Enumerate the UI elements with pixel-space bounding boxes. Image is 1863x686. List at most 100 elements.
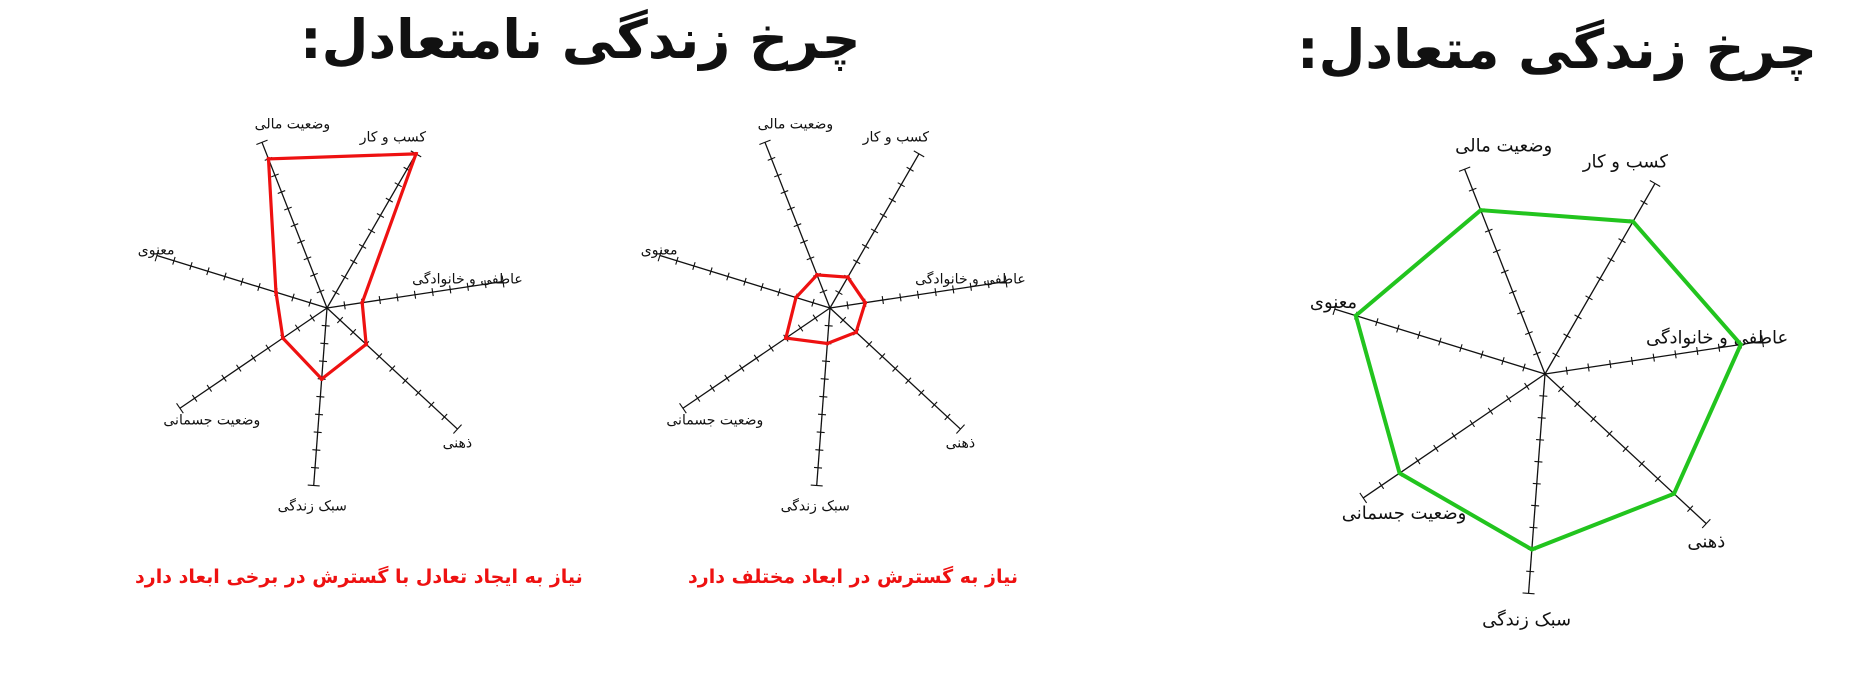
- axis-label-5: معنوی: [1310, 292, 1357, 313]
- axis-label-4: وضعیت جسمانی: [163, 412, 260, 428]
- value-point: [364, 342, 368, 346]
- axis-label-1: عاطفی و خانوادگی: [915, 270, 1026, 287]
- value-point: [1354, 314, 1358, 318]
- axis-tick: [817, 432, 825, 433]
- axis-label-3: سبک زندگی: [1482, 609, 1571, 631]
- value-point: [274, 290, 278, 294]
- axis-tick: [432, 288, 433, 296]
- axis-tick: [1538, 418, 1546, 419]
- axis-tick: [1416, 457, 1421, 464]
- value-point: [1479, 208, 1483, 212]
- radar-chart-left: کسب و کار عاطفی و خانوادگی ذهنی سبک زندگی وض…: [138, 117, 523, 515]
- axis-label-5: معنوی: [138, 243, 175, 259]
- axis-tick: [1452, 433, 1457, 440]
- axis-label-2: ذهنی: [1687, 532, 1725, 553]
- axis-tick: [1523, 593, 1535, 594]
- axis-tick: [350, 260, 357, 264]
- axis-tick: [847, 301, 848, 309]
- axis-tick: [1619, 239, 1626, 243]
- value-point: [281, 336, 285, 340]
- axis-tick: [1379, 482, 1384, 489]
- value-point: [784, 336, 788, 340]
- axis-tick: [935, 288, 936, 296]
- axis-tick: [725, 375, 730, 382]
- axis-tick: [207, 385, 212, 392]
- value-point: [825, 342, 829, 346]
- axis-tick: [319, 361, 327, 362]
- axis-tick: [814, 467, 822, 468]
- axis-tick: [815, 450, 823, 451]
- axis-tick: [316, 396, 324, 397]
- axis-label-0: کسب و کار: [862, 129, 930, 145]
- axis-tick: [1597, 277, 1604, 281]
- axis-tick: [1470, 420, 1475, 427]
- axis-tick: [341, 275, 348, 279]
- axis-tick: [1608, 258, 1615, 262]
- axis-label-4: وضعیت جسمانی: [666, 412, 763, 428]
- axis-tick: [813, 315, 818, 322]
- axis-tick: [192, 395, 197, 402]
- value-point: [815, 273, 819, 277]
- axis-tick: [368, 229, 375, 233]
- axis-tick: [344, 301, 345, 309]
- axis-tick: [1675, 350, 1676, 358]
- axis-tick: [320, 343, 328, 344]
- value-polygon: [786, 275, 865, 344]
- axis-tick: [377, 214, 384, 218]
- axis-tick: [359, 244, 366, 248]
- axis-tick: [754, 355, 759, 362]
- axis-tick: [880, 214, 887, 218]
- value-polygon: [268, 154, 416, 379]
- axis-tick: [314, 432, 322, 433]
- value-point: [794, 296, 798, 300]
- axis-label-6: وضعیت مالی: [758, 117, 834, 133]
- value-polygon: [1356, 210, 1741, 549]
- axis-tick: [222, 375, 227, 382]
- value-point: [320, 377, 324, 381]
- axis-label-6: وضعیت مالی: [255, 117, 331, 133]
- axis-tick: [871, 229, 878, 233]
- axis-tick: [907, 167, 914, 171]
- unbalanced-note-left: نیاز به ایجاد تعادل با گسترش در برخی ابع…: [135, 566, 583, 588]
- value-point: [1530, 548, 1534, 552]
- axis-tick: [386, 198, 393, 202]
- axis-tick: [821, 379, 829, 380]
- axis-tick: [1525, 383, 1530, 390]
- axis-tick: [322, 325, 330, 326]
- axis-tick: [825, 325, 833, 326]
- axis-tick: [1531, 505, 1539, 506]
- value-point: [414, 152, 418, 156]
- axis-label-0: کسب و کار: [359, 129, 427, 145]
- axis-tick: [1539, 396, 1547, 397]
- axis-label-1: عاطفی و خانوادگی: [412, 270, 523, 287]
- radar-chart-balanced: کسب و کار عاطفی و خانوادگی ذهنی سبک زندگی وض…: [1310, 135, 1788, 630]
- axis-tick: [898, 183, 905, 187]
- axis-label-5: معنوی: [641, 243, 678, 259]
- axis-tick: [1566, 367, 1567, 375]
- axis-tick: [1553, 353, 1560, 357]
- value-point: [1398, 471, 1402, 475]
- axis-tick: [1506, 395, 1511, 402]
- radar-chart-middle: کسب و کارعاطفی و خانوادگیذهنیسبک زندگیوض…: [641, 117, 1026, 515]
- value-point: [1631, 220, 1635, 224]
- axis-tick: [862, 244, 869, 248]
- axis-tick: [917, 291, 918, 299]
- axis-tick: [251, 355, 256, 362]
- axis-tick: [295, 325, 300, 332]
- axis-label-6: وضعیت مالی: [1455, 135, 1552, 156]
- axis-tick: [818, 414, 826, 415]
- axis-tick: [1360, 493, 1367, 503]
- axis-tick: [237, 365, 242, 372]
- axis-tick: [822, 361, 830, 362]
- axis-tick: [395, 183, 402, 187]
- value-point: [854, 330, 858, 334]
- axis-tick: [835, 291, 842, 295]
- axis-tick: [1488, 408, 1493, 415]
- axis-tick: [1533, 483, 1541, 484]
- axis-tick: [379, 296, 380, 304]
- axis-label-0: کسب و کار: [1582, 151, 1669, 172]
- axis-tick: [1641, 201, 1648, 205]
- axis-label-2: ذهنی: [946, 436, 976, 452]
- axis-tick: [315, 414, 323, 415]
- axis-tick: [310, 315, 315, 322]
